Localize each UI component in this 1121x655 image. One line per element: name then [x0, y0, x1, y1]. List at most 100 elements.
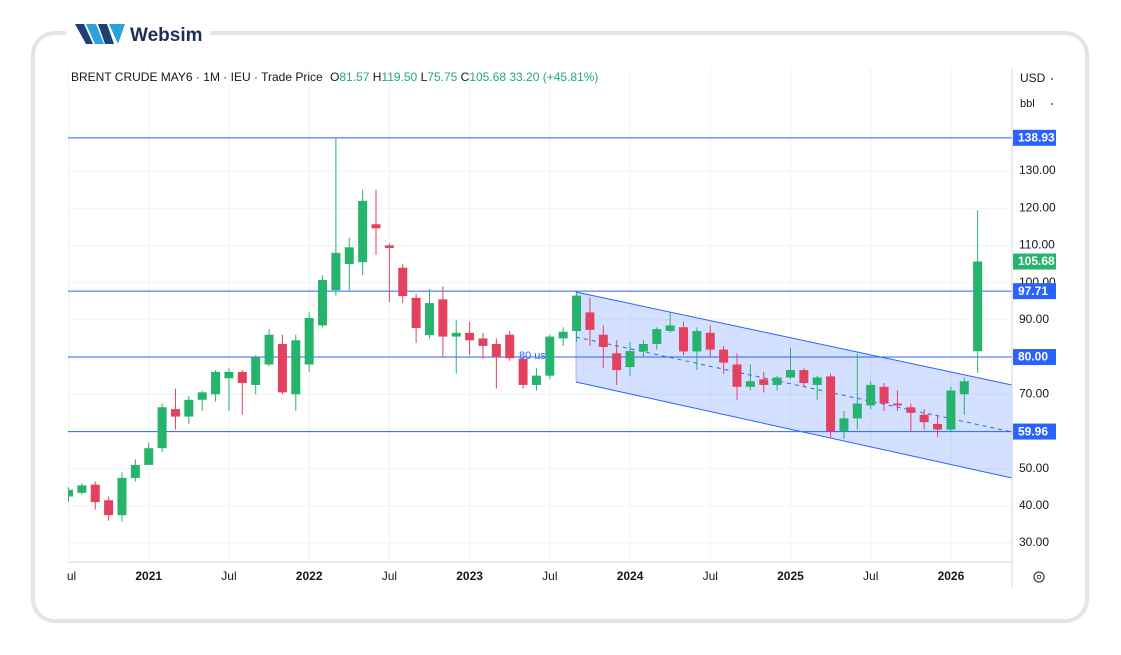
candle-body	[318, 280, 328, 326]
candle-body	[277, 344, 287, 393]
candle-body	[866, 384, 876, 406]
candle-body	[545, 336, 555, 376]
ohlc-value: 105.68	[469, 70, 506, 84]
candle-body	[679, 327, 689, 352]
candle-body	[892, 403, 902, 406]
price-tag	[1013, 253, 1056, 270]
x-tick-label: 2024	[617, 569, 644, 583]
candle-body	[906, 407, 916, 413]
candle-body	[625, 351, 635, 368]
candle-body	[371, 224, 381, 229]
price-tag-label: 80.00	[1018, 350, 1048, 364]
x-tick-label: Jul	[382, 569, 397, 583]
candle-body	[438, 299, 448, 337]
candle-body	[224, 371, 234, 379]
candle-body	[518, 358, 528, 385]
candle-body	[558, 331, 568, 339]
ohlc-value: 75.75	[427, 70, 457, 84]
candle-body	[144, 448, 154, 465]
x-tick-label: Jul	[542, 569, 557, 583]
interval: 1M	[203, 70, 220, 84]
candle-body	[826, 376, 836, 432]
ohlc-value: 119.50	[381, 70, 417, 84]
x-tick-label: 2021	[135, 569, 162, 583]
candle-body	[104, 500, 114, 516]
candle-body	[692, 330, 702, 352]
candle-body	[184, 399, 194, 417]
candle-body	[719, 349, 729, 363]
candle-body	[384, 245, 394, 249]
y-tick-label: 130.00	[1019, 163, 1056, 177]
candle-body	[491, 344, 501, 358]
price-tag-label: 97.71	[1018, 284, 1048, 298]
candle-body	[451, 332, 461, 337]
candle-body	[531, 375, 541, 385]
settings-button[interactable]	[1033, 571, 1045, 583]
unit[interactable]: bbl	[1020, 98, 1035, 110]
candle-body	[117, 477, 127, 516]
candle-body	[237, 371, 247, 384]
price-tag-label: 59.96	[1018, 424, 1048, 438]
exchange: IEU	[231, 70, 251, 84]
candle-body	[157, 407, 167, 449]
candle-body	[745, 381, 755, 387]
candle-body	[705, 332, 715, 350]
candle-body	[478, 338, 488, 346]
x-tick-label: Jul	[863, 569, 878, 583]
ohlc-key: L	[421, 70, 428, 84]
separator: ·	[196, 70, 200, 84]
legend-header: BRENT CRUDE MAY6 · 1M · IEU · Trade Pric…	[71, 70, 598, 84]
candle-body	[879, 386, 889, 404]
candle-body	[839, 418, 849, 432]
ohlc-key: H	[373, 70, 382, 84]
candle-body	[505, 334, 515, 359]
y-tick-label: 110.00	[1019, 238, 1055, 252]
separator: ·	[223, 70, 227, 84]
candle-body	[946, 390, 956, 430]
price-tags: 138.93 97.71 80.00 59.96 105.68	[1013, 129, 1056, 440]
candle-body	[411, 297, 421, 329]
candle-body	[799, 370, 809, 384]
candle-body	[424, 303, 434, 336]
currency-dropdown[interactable]	[1051, 78, 1053, 80]
candle-body	[304, 317, 314, 365]
candle-body	[919, 414, 929, 423]
price-tag-label: 138.93	[1018, 130, 1055, 144]
ohlc-key: O	[330, 70, 339, 84]
horizontal-lines: 80 us	[68, 137, 1012, 433]
price-tag	[1013, 349, 1056, 366]
candle-body	[130, 464, 140, 478]
y-tick-label: 30.00	[1019, 535, 1049, 549]
candle-body	[598, 334, 608, 347]
candle-body	[612, 353, 622, 371]
candle-body	[652, 329, 662, 345]
logo-icon	[75, 24, 125, 44]
x-tick-label: Jul	[221, 569, 236, 583]
y-tick-label: 50.00	[1019, 461, 1049, 475]
x-axis: Jul 2021 Jul 2022 Jul 2023 Jul 2024 Jul 2025 Jul 20…	[67, 569, 965, 583]
y-tick-label: 90.00	[1019, 312, 1049, 326]
unit-dropdown[interactable]	[1051, 103, 1053, 105]
price-tag	[1013, 283, 1056, 300]
currency[interactable]: USD	[1020, 71, 1046, 85]
candle-body	[331, 252, 341, 291]
candle-body	[759, 379, 769, 385]
x-tick-label: 2023	[456, 569, 483, 583]
candle-body	[358, 200, 368, 263]
y-tick-label: 120.00	[1019, 200, 1056, 214]
candle-body	[90, 484, 100, 503]
separator: ·	[254, 70, 258, 84]
candle-body	[251, 357, 261, 385]
candle-body	[291, 340, 301, 395]
x-tick-label: 2025	[777, 569, 804, 583]
x-tick-label: 2022	[296, 569, 323, 583]
candle-body	[344, 247, 354, 265]
price-tag	[1013, 129, 1056, 146]
candle-body	[68, 489, 73, 497]
ohlc-key: C	[461, 70, 470, 84]
candle-body	[785, 370, 795, 378]
candle-body	[264, 334, 274, 365]
candles	[68, 137, 983, 522]
